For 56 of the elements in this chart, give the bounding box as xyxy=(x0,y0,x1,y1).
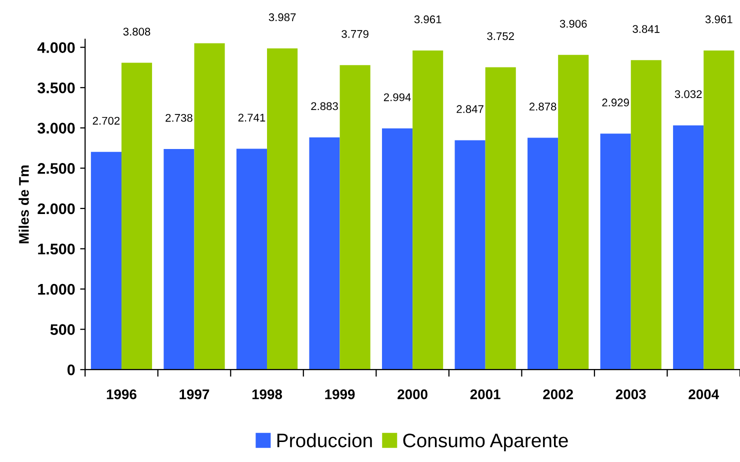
data-label: 2.883 xyxy=(311,102,338,110)
x-tick-label: 2004 xyxy=(688,389,719,400)
bar xyxy=(673,125,704,370)
bar xyxy=(412,50,444,370)
y-axis-title: Miles de Tm xyxy=(18,166,29,244)
bar xyxy=(600,134,631,370)
bar xyxy=(194,43,225,370)
x-tick-label: 1999 xyxy=(325,389,355,400)
data-label: 2.878 xyxy=(529,102,556,111)
data-label: 2.847 xyxy=(456,105,484,114)
x-tick-label: 2000 xyxy=(398,389,428,400)
data-label: 3.987 xyxy=(268,13,296,22)
y-tick-label: 1.500 xyxy=(38,244,75,254)
bar xyxy=(90,152,122,370)
legend-label: Consumo Aparente xyxy=(403,434,568,452)
bar xyxy=(528,138,558,370)
bar xyxy=(558,54,589,370)
bar xyxy=(267,48,298,370)
bar xyxy=(309,137,340,370)
data-label: 3.752 xyxy=(487,32,514,40)
y-tick-label: 3.000 xyxy=(38,122,75,134)
data-label: 3.961 xyxy=(414,15,442,24)
bar xyxy=(630,60,662,370)
x-tick-label: 2002 xyxy=(543,389,573,400)
bar xyxy=(485,67,516,370)
data-label: 2.702 xyxy=(92,116,120,125)
y-tick-label: 4.000 xyxy=(37,42,75,54)
y-tick-label: 2.000 xyxy=(38,203,75,214)
bar xyxy=(236,148,268,370)
bar xyxy=(121,62,152,370)
data-label: 2.741 xyxy=(238,114,266,122)
bar xyxy=(704,50,734,370)
y-tick-label: 0 xyxy=(67,364,75,376)
x-tick-label: 2003 xyxy=(616,389,646,400)
x-tick-label: 1997 xyxy=(180,389,210,400)
bar xyxy=(382,128,413,370)
data-label: 3.906 xyxy=(560,20,587,28)
data-label: 2.994 xyxy=(384,93,411,102)
x-tick-label: 2001 xyxy=(470,389,500,400)
y-tick-label: 2.500 xyxy=(38,163,75,174)
data-label: 2.929 xyxy=(602,98,629,106)
y-tick-label: 500 xyxy=(50,324,75,335)
y-tick-label: 3.500 xyxy=(38,82,75,94)
bar xyxy=(454,140,486,370)
legend-label: Produccion xyxy=(277,433,372,448)
x-tick-label: 1998 xyxy=(252,389,282,400)
y-tick-label: 1.000 xyxy=(38,284,75,295)
data-label: 2.738 xyxy=(166,114,192,122)
data-label: 3.841 xyxy=(632,25,660,33)
data-label: 3.808 xyxy=(123,28,150,36)
x-tick-label: 1996 xyxy=(106,389,136,400)
data-label: 3.779 xyxy=(342,30,368,38)
data-label: 3.032 xyxy=(674,90,702,98)
bar xyxy=(164,149,194,370)
bar xyxy=(340,65,370,370)
data-label: 3.961 xyxy=(705,15,732,24)
